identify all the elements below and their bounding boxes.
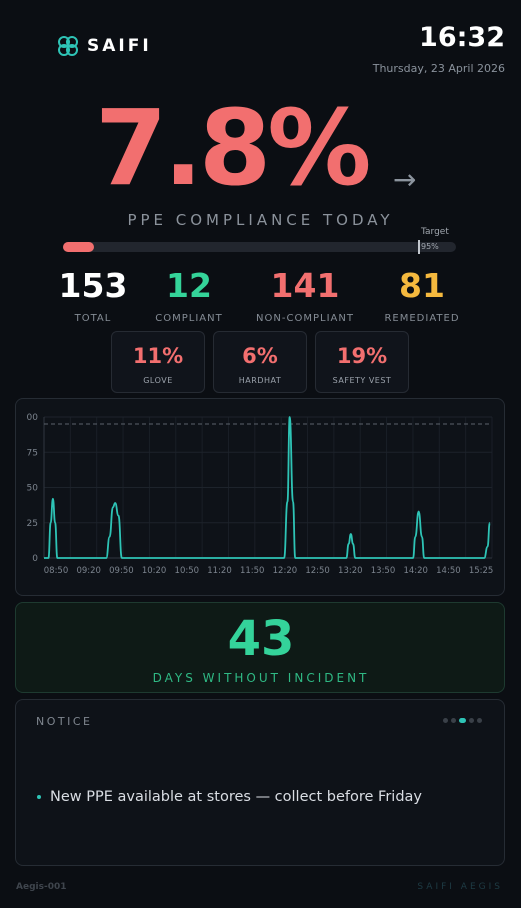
y-tick-label: 00 [27, 413, 39, 423]
breakdown-label: GLOVE [143, 376, 173, 385]
stat-remediated: 81 REMEDIATED [362, 266, 482, 324]
clock-time: 16:32 [419, 22, 505, 53]
compliance-progress-bar [63, 242, 456, 252]
breakdown-label: SAFETY VEST [332, 376, 392, 385]
target-marker [418, 240, 421, 254]
notice-item: New PPE available at stores — collect be… [37, 789, 422, 805]
days-without-incident-label: DAYS WITHOUT INCIDENT [152, 671, 370, 685]
target-value: 95% [421, 242, 439, 251]
stat-label: REMEDIATED [384, 313, 460, 324]
compliance-label: PPE COMPLIANCE TODAY [127, 211, 394, 229]
clock-date: Thursday, 23 April 2026 [372, 62, 505, 75]
stat-label: COMPLIANT [155, 313, 223, 324]
breakdown-hardhat: 6% HARDHAT [213, 331, 307, 393]
x-tick-label: 09:20 [76, 566, 101, 576]
x-tick-label: 11:20 [207, 566, 232, 576]
x-tick-label: 13:50 [371, 566, 396, 576]
x-tick-label: 14:20 [403, 566, 428, 576]
x-tick-label: 12:20 [273, 566, 298, 576]
x-tick-label: 15:25 [469, 566, 494, 576]
breakdown-label: HARDHAT [238, 376, 282, 385]
x-tick-label: 14:50 [436, 566, 461, 576]
x-tick-label: 12:50 [305, 566, 330, 576]
breakdown-value: 6% [242, 344, 278, 368]
y-tick-label: 50 [27, 484, 39, 494]
stat-value: 141 [270, 266, 340, 305]
notice-pagination[interactable] [443, 718, 482, 723]
breakdown-glove: 11% GLOVE [111, 331, 205, 393]
stat-value: 81 [399, 266, 445, 305]
stat-compliant: 12 COMPLIANT [129, 266, 249, 324]
pagination-dot[interactable] [451, 718, 456, 723]
stat-label: NON-COMPLIANT [256, 313, 354, 324]
notice-title: NOTICE [36, 715, 93, 728]
days-without-incident-value: 43 [227, 611, 295, 667]
safety-panel: 43 DAYS WITHOUT INCIDENT [15, 602, 505, 693]
logo-icon [58, 36, 78, 56]
stat-total: 153 TOTAL [33, 266, 153, 324]
series-line [44, 416, 491, 559]
compliance-line-chart: 0 25 50 75 00 08:50 09:20 09:50 10:20 10:50 11:20 1… [27, 413, 494, 576]
stat-non-compliant: 141 NON-COMPLIANT [245, 266, 365, 324]
x-tick-label: 10:50 [175, 566, 200, 576]
pagination-dot[interactable] [477, 718, 482, 723]
breakdown-value: 19% [336, 344, 388, 368]
compliance-chart-panel: 0 25 50 75 00 08:50 09:20 09:50 10:20 10:50 11:20 1… [15, 398, 505, 596]
brand-logo: SAIFI [56, 34, 152, 58]
x-tick-label: 11:50 [240, 566, 265, 576]
compliance-progress-fill [63, 242, 94, 252]
breakdown-safety-vest: 19% SAFETY VEST [315, 331, 409, 393]
x-tick-label: 09:50 [109, 566, 134, 576]
stat-value: 153 [58, 266, 128, 305]
stat-label: TOTAL [74, 313, 112, 324]
arrow-right-icon: → [393, 163, 417, 196]
breakdown-value: 11% [132, 344, 184, 368]
device-id: Aegis-001 [16, 882, 67, 892]
pagination-dot[interactable] [469, 718, 474, 723]
y-tick-label: 0 [32, 554, 38, 564]
notice-panel: NOTICE New PPE available at stores — col… [15, 699, 505, 866]
x-tick-label: 08:50 [44, 566, 69, 576]
y-tick-label: 75 [27, 448, 38, 458]
x-tick-label: 13:20 [338, 566, 363, 576]
compliance-percent: 7.8% [95, 87, 371, 209]
y-tick-label: 25 [27, 519, 38, 529]
pagination-dot[interactable] [443, 718, 448, 723]
notice-text: New PPE available at stores — collect be… [50, 789, 422, 805]
stat-value: 12 [166, 266, 212, 305]
x-tick-label: 10:20 [142, 566, 167, 576]
brand-name: SAIFI [87, 36, 152, 56]
bullet-icon [37, 795, 41, 799]
target-label: Target [421, 227, 449, 237]
product-name: SAIFI AEGIS [417, 882, 503, 892]
pagination-dot[interactable] [459, 718, 466, 723]
